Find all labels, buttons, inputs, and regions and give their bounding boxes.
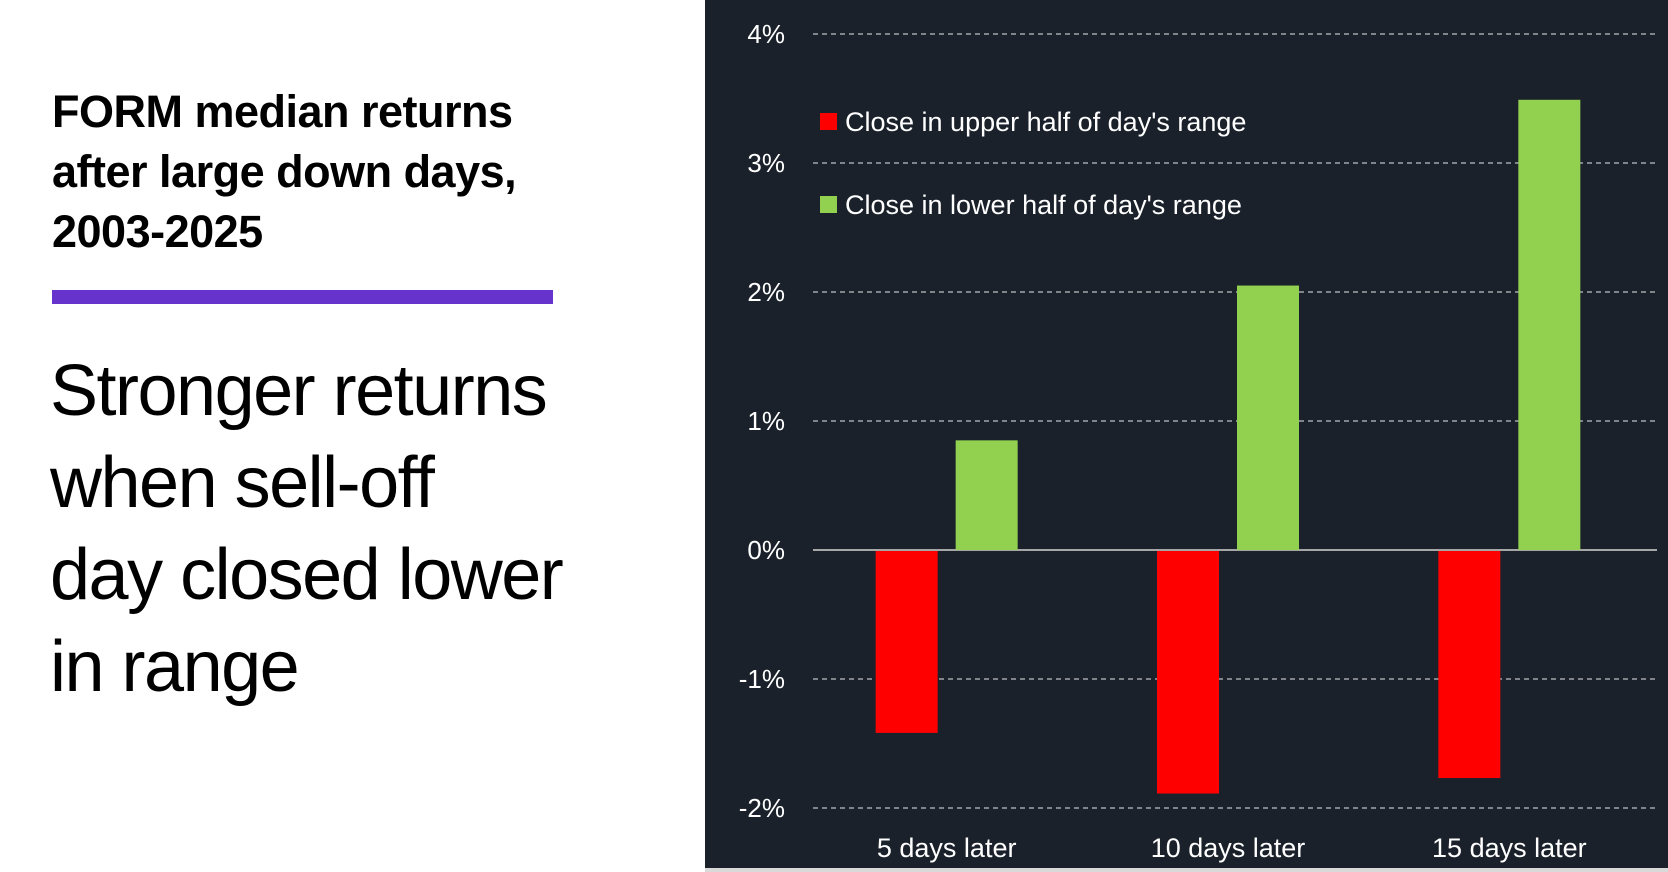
legend-label: Close in lower half of day's range [845,190,1242,220]
bar [1157,551,1219,794]
y-axis-labels: 4% 3% 2% 1% 0% -1% -2% [739,19,785,823]
left-text-panel: FORM median returns after large down day… [0,0,705,872]
subtitle-line: Stronger returns [50,351,548,431]
subtitle-line: day closed lower [50,535,564,615]
y-tick-label: -1% [739,664,785,694]
y-tick-label: 1% [747,406,785,436]
accent-divider [52,290,553,304]
title-line: 2003-2025 [52,206,263,257]
chart-title: FORM median returns after large down day… [52,82,672,262]
bar-chart: 4% 3% 2% 1% 0% -1% -2% 5 days later 10 days lat… [739,19,1657,863]
y-tick-label: 4% [747,19,785,49]
legend-swatch [820,113,837,130]
subtitle-line: in range [50,627,300,707]
x-tick-label: 15 days later [1432,833,1587,863]
chart-panel: 4% 3% 2% 1% 0% -1% -2% 5 days later 10 days lat… [705,0,1668,872]
y-tick-label: -2% [739,793,785,823]
bar [1237,285,1299,550]
y-tick-label: 2% [747,277,785,307]
y-tick-label: 3% [747,148,785,178]
subtitle-line: when sell-off [50,443,435,523]
bar [875,551,938,733]
x-axis-labels: 5 days later 10 days later 15 days later [877,833,1587,863]
legend-swatch [820,196,837,213]
x-tick-label: 10 days later [1151,833,1306,863]
legend: Close in upper half of day's range Close … [820,107,1246,220]
x-tick-label: 5 days later [877,833,1017,863]
bar [955,440,1018,550]
gridlines [813,33,1657,809]
legend-label: Close in upper half of day's range [845,107,1246,137]
bar [1438,551,1501,779]
title-line: FORM median returns [52,86,513,137]
y-tick-label: 0% [747,535,785,565]
bottom-border [705,868,1668,872]
title-line: after large down days, [52,146,517,197]
bars [875,99,1581,794]
chart-subtitle: Stronger returns when sell-off day close… [50,345,710,713]
bar [1518,99,1581,550]
